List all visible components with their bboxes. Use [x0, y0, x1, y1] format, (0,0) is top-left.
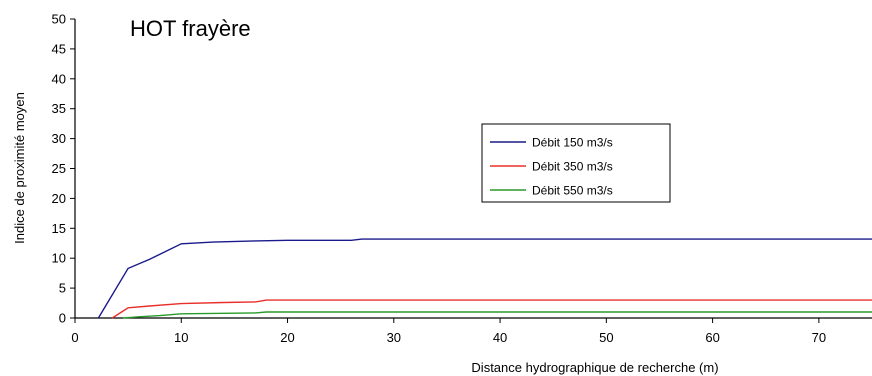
y-tick-label: 35 — [52, 101, 66, 116]
y-tick-label: 15 — [52, 221, 66, 236]
x-tick-label: 30 — [387, 330, 401, 345]
series-line-3 — [122, 311, 872, 319]
chart-title: HOT frayère — [130, 16, 251, 41]
legend-label-1: Débit 150 m3/s — [532, 136, 613, 150]
y-tick-label: 45 — [52, 41, 66, 56]
y-tick-label: 30 — [52, 131, 66, 146]
x-tick-label: 40 — [493, 330, 507, 345]
legend-box — [481, 123, 671, 203]
x-tick-label: 50 — [599, 330, 613, 345]
x-axis-title: Distance hydrographique de recherche (m) — [471, 360, 718, 375]
x-tick-label: 70 — [812, 330, 826, 345]
y-tick-label: 5 — [59, 281, 66, 296]
y-tick-label: 20 — [52, 191, 66, 206]
y-tick-label: 10 — [52, 251, 66, 266]
x-tick-label: 60 — [705, 330, 719, 345]
y-axis-ticks: 0 5 10 15 20 25 30 35 40 45 50 — [52, 12, 75, 326]
y-tick-label: 50 — [52, 12, 66, 27]
legend: Débit 150 m3/s Débit 350 m3/s Débit 550 m3… — [481, 123, 671, 203]
x-tick-label: 10 — [174, 330, 188, 345]
y-tick-label: 40 — [52, 71, 66, 86]
series-lines — [97, 238, 872, 319]
x-tick-label: 20 — [280, 330, 294, 345]
legend-label-2: Débit 350 m3/s — [532, 160, 613, 174]
legend-label-3: Débit 550 m3/s — [532, 184, 613, 198]
y-axis-title: Indice de proximité moyen — [12, 92, 27, 244]
y-tick-label: 25 — [52, 161, 66, 176]
y-tick-label: 0 — [59, 311, 66, 326]
series-line-1 — [97, 238, 872, 319]
x-tick-label: 0 — [71, 330, 78, 345]
x-axis-ticks: 0 10 20 30 40 50 60 70 — [71, 318, 826, 345]
series-line-2 — [111, 299, 872, 319]
